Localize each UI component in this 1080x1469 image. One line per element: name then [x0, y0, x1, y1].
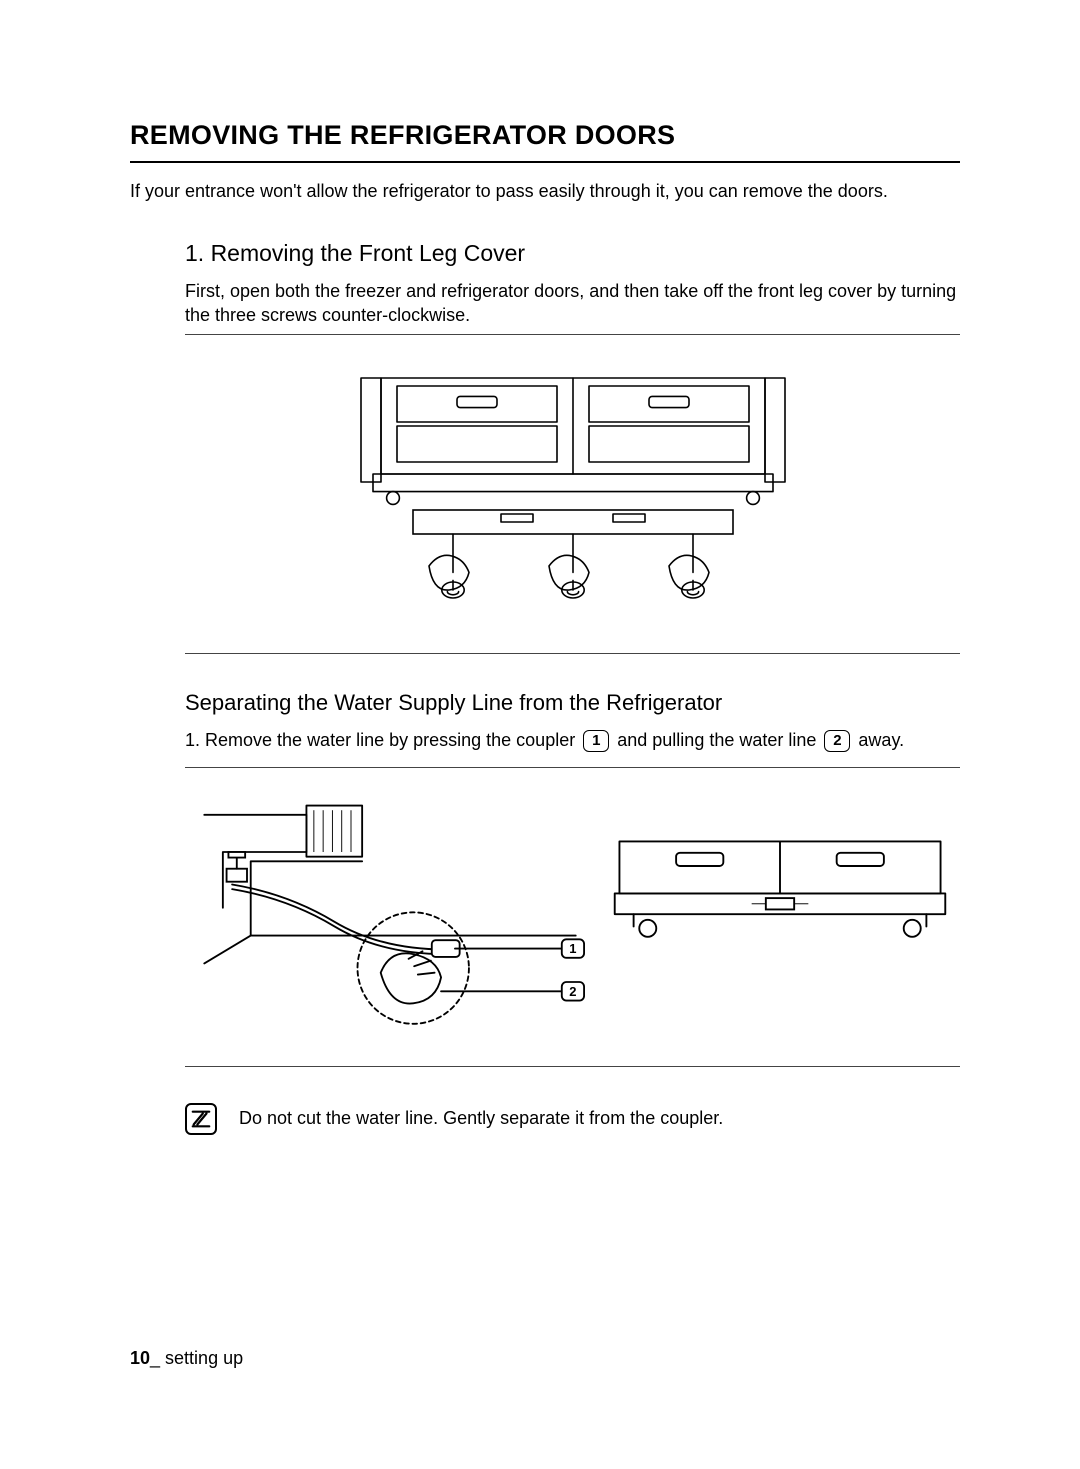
note-text: Do not cut the water line. Gently separa…	[239, 1108, 723, 1129]
fridge-doors-illustration	[293, 344, 853, 644]
section2-step: 1. Remove the water line by pressing the…	[185, 728, 960, 753]
page-footer: 10_ setting up	[130, 1348, 243, 1369]
step-prefix: 1. Remove the water line by pressing the…	[185, 730, 575, 750]
footer-sep: _	[150, 1348, 165, 1368]
water-line-detail-illustration: 1 2	[195, 787, 585, 1047]
fridge-underside-illustration	[610, 832, 950, 1002]
section2-title: Separating the Water Supply Line from th…	[185, 690, 960, 716]
section-front-leg-cover: 1. Removing the Front Leg Cover First, o…	[185, 240, 960, 1135]
callout-2: 2	[824, 730, 850, 752]
main-heading: REMOVING THE REFRIGERATOR DOORS	[130, 120, 960, 163]
note-row: Do not cut the water line. Gently separa…	[185, 1103, 960, 1135]
intro-text: If your entrance won't allow the refrige…	[130, 181, 960, 202]
section1-title: 1. Removing the Front Leg Cover	[185, 240, 960, 267]
fig2-label-2: 2	[569, 984, 576, 999]
figure-water-line: 1 2	[185, 767, 960, 1067]
step-suffix: away.	[858, 730, 904, 750]
note-icon	[185, 1103, 217, 1135]
figure-front-leg-cover	[185, 334, 960, 654]
fig2-label-1: 1	[569, 941, 576, 956]
section1-body: First, open both the freezer and refrige…	[185, 279, 960, 328]
step-mid: and pulling the water line	[617, 730, 816, 750]
footer-section: setting up	[165, 1348, 243, 1368]
page-number: 10	[130, 1348, 150, 1368]
callout-1: 1	[583, 730, 609, 752]
